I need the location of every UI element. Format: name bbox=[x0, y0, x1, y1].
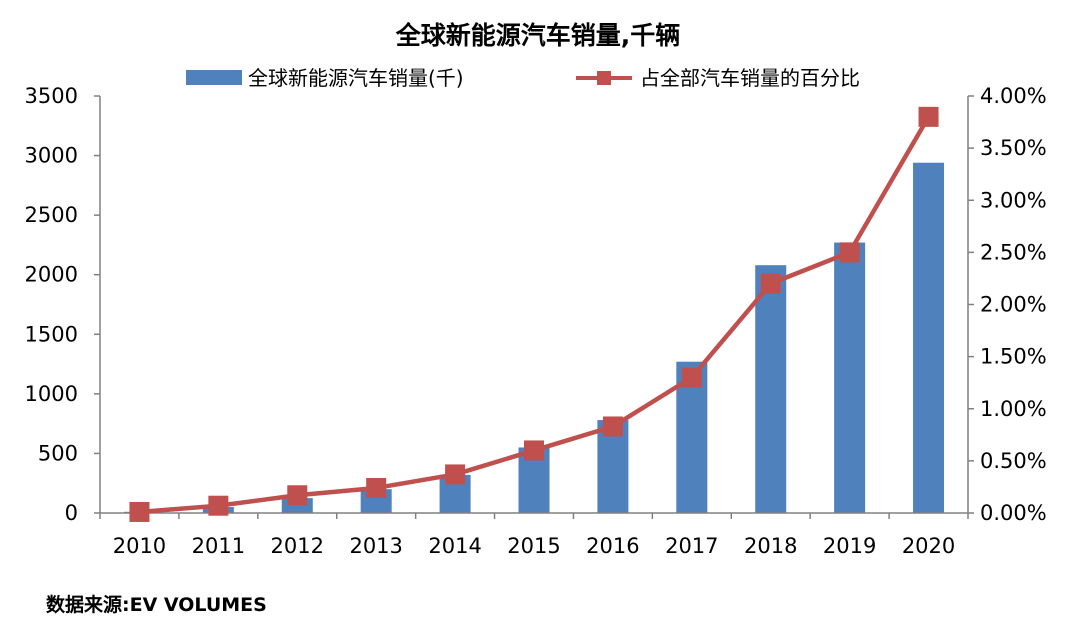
x-axis-tick-label: 2010 bbox=[113, 534, 166, 558]
pct-marker-2014 bbox=[445, 464, 466, 485]
pct-marker-2016 bbox=[602, 416, 623, 437]
left-axis-tick-label: 500 bbox=[38, 441, 78, 465]
left-axis-tick-label: 2000 bbox=[25, 263, 78, 287]
x-axis-tick-label: 2020 bbox=[902, 534, 955, 558]
pct-marker-2010 bbox=[129, 501, 150, 522]
pct-marker-2011 bbox=[208, 495, 229, 516]
pct-marker-2012 bbox=[287, 485, 308, 506]
right-axis-tick-label: 1.00% bbox=[980, 397, 1047, 421]
x-axis-tick-label: 2016 bbox=[586, 534, 639, 558]
pct-marker-2013 bbox=[366, 477, 387, 498]
right-axis-tick-label: 3.50% bbox=[980, 136, 1047, 160]
legend-bar-label: 全球新能源汽车销量(千) bbox=[248, 66, 464, 90]
left-axis-tick-label: 2500 bbox=[25, 203, 78, 227]
right-axis-tick-label: 1.50% bbox=[980, 345, 1047, 369]
right-axis-tick-label: 2.00% bbox=[980, 293, 1047, 317]
left-axis-tick-label: 3000 bbox=[25, 144, 78, 168]
source-note: 数据来源:EV VOLUMES bbox=[46, 593, 267, 616]
legend-bar-swatch bbox=[186, 70, 242, 85]
legend-line-marker bbox=[597, 71, 611, 85]
x-axis-tick-label: 2014 bbox=[428, 534, 481, 558]
bar-2018 bbox=[755, 265, 787, 513]
left-axis-tick-label: 0 bbox=[65, 501, 78, 525]
x-axis-tick-label: 2015 bbox=[507, 534, 560, 558]
x-axis-tick-label: 2013 bbox=[349, 534, 402, 558]
legend-line-label: 占全部汽车销量的百分比 bbox=[640, 66, 860, 90]
pct-marker-2018 bbox=[760, 273, 781, 294]
chart-title: 全球新能源汽车销量,千辆 bbox=[395, 21, 681, 50]
x-axis-tick-label: 2019 bbox=[823, 534, 876, 558]
left-axis-tick-label: 1000 bbox=[25, 382, 78, 406]
right-axis-tick-label: 3.00% bbox=[980, 188, 1047, 212]
bar-2020 bbox=[913, 162, 945, 513]
pct-marker-2020 bbox=[918, 106, 939, 127]
pct-marker-2019 bbox=[839, 242, 860, 263]
right-axis-tick-label: 0.50% bbox=[980, 449, 1047, 473]
x-axis-tick-label: 2018 bbox=[744, 534, 797, 558]
x-axis-tick-label: 2017 bbox=[665, 534, 718, 558]
x-axis-tick-label: 2011 bbox=[192, 534, 245, 558]
left-axis-tick-label: 1500 bbox=[25, 322, 78, 346]
pct-marker-2015 bbox=[524, 440, 544, 461]
right-axis-tick-label: 4.00% bbox=[980, 84, 1047, 108]
bar-2019 bbox=[834, 242, 866, 513]
x-axis-tick-label: 2012 bbox=[271, 534, 324, 558]
pct-marker-2017 bbox=[681, 367, 702, 388]
legend: 全球新能源汽车销量(千) 占全部汽车销量的百分比 bbox=[186, 66, 860, 90]
plot-area: 0 500 1000 1500 2000 2500 3000 3500 0.00% 0.50% 1.… bbox=[25, 84, 1047, 558]
left-axis-tick-label: 3500 bbox=[25, 84, 78, 108]
right-axis-tick-label: 0.00% bbox=[980, 501, 1047, 525]
right-axis-tick-label: 2.50% bbox=[980, 240, 1047, 264]
